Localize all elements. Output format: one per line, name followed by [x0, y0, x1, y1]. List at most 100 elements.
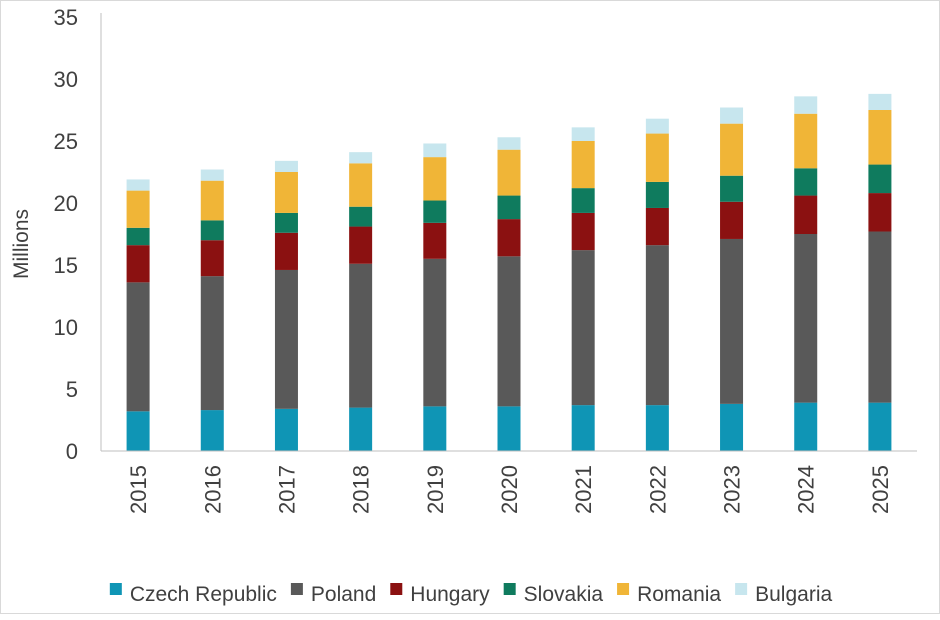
y-tick-label: 35 — [54, 5, 78, 30]
bar-romania-2025 — [868, 110, 892, 165]
bar-czech-republic-2022 — [645, 405, 669, 451]
bar-romania-2020 — [497, 149, 521, 196]
bar-romania-2015 — [126, 190, 150, 228]
bar-romania-2017 — [274, 172, 298, 213]
y-tick-label: 25 — [54, 129, 78, 154]
legend-swatch — [290, 583, 303, 595]
bar-poland-2025 — [868, 231, 892, 403]
bar-poland-2018 — [349, 263, 373, 408]
bar-slovakia-2019 — [423, 200, 447, 223]
bar-hungary-2017 — [274, 232, 298, 270]
bar-bulgaria-2021 — [571, 127, 595, 141]
bar-stack-2019 — [423, 143, 447, 451]
bar-bulgaria-2016 — [200, 169, 224, 181]
y-axis-title-group: Millions — [10, 209, 33, 279]
bar-slovakia-2021 — [571, 188, 595, 213]
y-tick-label: 30 — [54, 67, 78, 92]
bar-stack-2022 — [645, 118, 669, 451]
y-tick-label: 20 — [54, 191, 78, 216]
bar-slovakia-2017 — [274, 212, 298, 233]
bar-bulgaria-2015 — [126, 179, 150, 191]
bar-bulgaria-2022 — [645, 118, 669, 134]
x-tick-label: 2024 — [794, 465, 819, 514]
bar-stack-2021 — [571, 127, 595, 451]
bar-stack-2020 — [497, 137, 521, 451]
axis-lines — [100, 13, 917, 452]
bar-poland-2016 — [200, 276, 224, 411]
bar-bulgaria-2020 — [497, 137, 521, 150]
bar-poland-2024 — [794, 234, 818, 403]
legend-item-poland: Poland — [290, 583, 376, 606]
bar-bulgaria-2023 — [720, 107, 744, 124]
legend: Czech Republic Poland Hungary Slovakia Roman… — [109, 583, 832, 606]
bar-slovakia-2022 — [645, 181, 669, 208]
legend-item-romania: Romania — [617, 583, 721, 606]
legend-item-hungary: Hungary — [390, 583, 490, 606]
legend-item-czech-republic: Czech Republic — [109, 583, 277, 606]
bar-czech-republic-2018 — [349, 407, 373, 451]
legend-swatch — [617, 583, 630, 595]
x-tick-label: 2025 — [868, 465, 893, 514]
bar-czech-republic-2024 — [794, 402, 818, 451]
bar-stack-2017 — [274, 160, 298, 451]
y-tick-label: 5 — [66, 377, 78, 402]
y-axis-title: Millions — [10, 209, 33, 279]
bar-poland-2015 — [126, 282, 150, 412]
x-tick-label: 2023 — [720, 465, 745, 514]
bar-poland-2021 — [571, 250, 595, 406]
legend-swatch — [735, 583, 748, 595]
bar-hungary-2022 — [645, 207, 669, 246]
bar-poland-2022 — [645, 245, 669, 406]
x-tick-label: 2019 — [423, 465, 448, 514]
bar-romania-2024 — [794, 113, 818, 169]
legend-swatch — [109, 583, 122, 595]
bar-bulgaria-2018 — [349, 152, 373, 164]
legend-label: Hungary — [410, 583, 490, 606]
legend-item-slovakia: Slovakia — [503, 583, 604, 606]
bar-hungary-2024 — [794, 195, 818, 234]
x-tick-label: 2021 — [571, 465, 596, 514]
x-tick-label: 2015 — [126, 465, 151, 514]
legend-swatch — [390, 583, 403, 595]
bar-hungary-2018 — [349, 226, 373, 264]
bar-czech-republic-2019 — [423, 406, 447, 451]
bar-poland-2019 — [423, 258, 447, 407]
x-tick-labels: 2015 2016 2017 2018 2019 2020 2021 2022 2023 2024… — [126, 465, 893, 514]
bar-stacks — [126, 93, 892, 451]
bar-romania-2021 — [571, 141, 595, 189]
bar-czech-republic-2021 — [571, 405, 595, 451]
legend-swatch — [503, 583, 516, 595]
bar-romania-2019 — [423, 157, 447, 201]
bar-hungary-2020 — [497, 219, 521, 257]
y-tick-label: 10 — [54, 315, 78, 340]
bar-hungary-2025 — [868, 193, 892, 232]
bar-slovakia-2016 — [200, 220, 224, 241]
bar-romania-2016 — [200, 180, 224, 221]
bar-czech-republic-2025 — [868, 402, 892, 451]
bar-bulgaria-2017 — [274, 160, 298, 172]
y-tick-label: 15 — [54, 253, 78, 278]
bar-slovakia-2025 — [868, 164, 892, 194]
bar-czech-republic-2016 — [200, 410, 224, 451]
bar-poland-2017 — [274, 269, 298, 409]
bar-slovakia-2024 — [794, 168, 818, 196]
legend-label: Czech Republic — [130, 583, 277, 606]
x-tick-label: 2017 — [274, 465, 299, 514]
bar-stack-2023 — [720, 107, 744, 451]
bar-poland-2020 — [497, 256, 521, 407]
bar-slovakia-2018 — [349, 206, 373, 227]
y-tick-label: 0 — [66, 439, 78, 464]
x-tick-label: 2018 — [349, 465, 374, 514]
bar-czech-republic-2017 — [274, 408, 298, 451]
bar-bulgaria-2024 — [794, 96, 818, 114]
bar-romania-2023 — [720, 123, 744, 176]
bar-hungary-2023 — [720, 201, 744, 239]
bar-romania-2022 — [645, 133, 669, 182]
bar-hungary-2016 — [200, 240, 224, 277]
x-tick-label: 2020 — [497, 465, 522, 514]
legend-label: Slovakia — [524, 583, 604, 606]
y-tick-labels: 0 5 10 15 20 25 30 35 — [54, 5, 78, 464]
legend-label: Poland — [311, 583, 376, 606]
